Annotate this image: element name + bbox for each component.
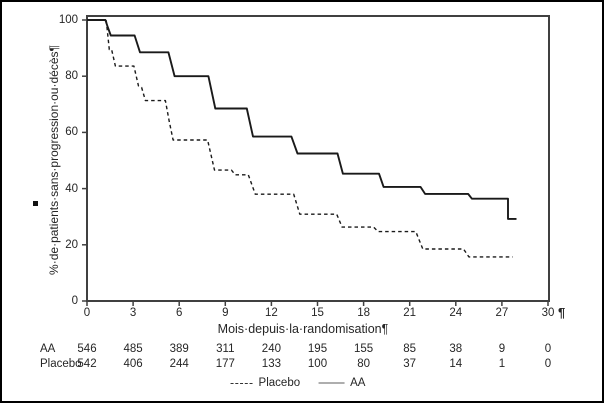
x-axis-title: Mois·depuis·la·randomisation¶ <box>217 322 389 336</box>
risk-cell: 155 <box>354 343 374 355</box>
y-tick-label: 80 <box>65 70 78 83</box>
x-tick-label: 6 <box>175 307 183 319</box>
risk-cell: 1 <box>498 358 506 370</box>
risk-cell: 406 <box>123 358 143 370</box>
x-tick-label: 27 <box>495 307 509 319</box>
risk-cell: 38 <box>449 343 463 355</box>
x-tick-label: 30 <box>541 307 555 319</box>
legend: Placebo AA <box>230 377 366 389</box>
risk-cell: 100 <box>307 358 328 370</box>
x-tick-label: 0 <box>83 307 91 319</box>
legend-label-aa: AA <box>350 377 366 389</box>
risk-cell: 389 <box>169 343 189 355</box>
y-tick-label: 20 <box>65 238 78 251</box>
risk-cell: 133 <box>261 358 281 370</box>
risk-cell: 37 <box>403 358 417 370</box>
risk-cell: 195 <box>307 343 328 355</box>
y-tick-label: 60 <box>65 126 78 139</box>
risk-cell: 9 <box>498 343 506 355</box>
risk-cell: 240 <box>261 343 281 355</box>
placebo-survival-curve <box>87 19 513 258</box>
risk-cell: 542 <box>77 358 97 370</box>
y-tick-label: 100 <box>58 14 78 26</box>
legend-label-placebo: Placebo <box>258 377 301 389</box>
risk-cell: 546 <box>77 343 97 355</box>
risk-cell: 177 <box>215 358 235 370</box>
risk-cell: 0 <box>544 358 552 370</box>
risk-cell: 85 <box>403 343 417 355</box>
risk-cell: 485 <box>123 343 143 355</box>
y-tick-label: 0 <box>71 295 78 307</box>
pilcrow-mark: ¶ <box>558 305 566 320</box>
plot-frame <box>86 15 550 302</box>
aa-survival-curve <box>87 19 517 220</box>
risk-cell: 311 <box>216 343 235 355</box>
x-tick-label: 9 <box>222 307 229 319</box>
risk-cell: 80 <box>357 358 370 370</box>
risk-cell: 244 <box>169 358 189 370</box>
risk-cell: 14 <box>449 358 463 370</box>
x-tick-label: 15 <box>311 307 324 319</box>
x-tick-label: 3 <box>129 307 137 319</box>
stray-bullet-square <box>33 201 38 206</box>
x-tick-label: 12 <box>264 307 278 319</box>
x-tick-label: 21 <box>403 307 417 319</box>
risk-cell: 0 <box>544 343 552 355</box>
placebo-dashed-line-icon <box>230 382 253 384</box>
x-tick-label: 24 <box>449 307 463 319</box>
aa-solid-line-icon <box>318 382 345 384</box>
risk-row-label-placebo: Placebo <box>40 358 82 370</box>
risk-row-label-aa: AA <box>40 343 56 355</box>
y-tick-label: 40 <box>65 182 78 195</box>
x-tick-label: 18 <box>357 307 370 319</box>
